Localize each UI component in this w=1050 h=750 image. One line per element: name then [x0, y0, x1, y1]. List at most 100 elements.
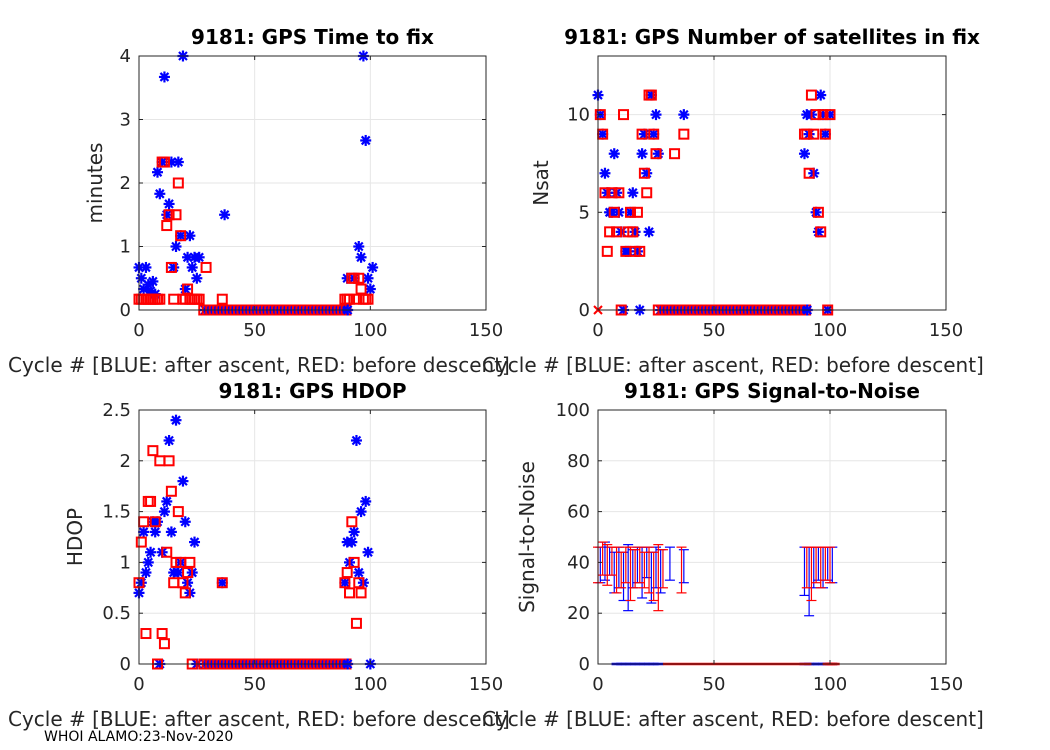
x-tick-label: 0: [592, 674, 603, 695]
point-after-ascent: [360, 134, 372, 146]
point-before-descent: [172, 177, 184, 189]
point-before-descent: [353, 272, 365, 284]
chart-title: 9181: GPS Time to fix: [191, 25, 434, 49]
y-tick-label: 20: [567, 603, 590, 624]
point-before-descent: [172, 506, 184, 518]
point-before-descent: [624, 206, 636, 218]
point-after-ascent: [360, 495, 372, 507]
point-after-ascent: [158, 506, 170, 518]
y-axis-label: HDOP: [63, 508, 87, 566]
point-before-descent: [631, 206, 643, 218]
point-before-descent: [145, 495, 157, 507]
point-before-descent: [163, 209, 175, 221]
x-axis-label: Cycle # [BLUE: after ascent, RED: before…: [8, 707, 510, 731]
y-tick-label: 2.5: [102, 400, 131, 421]
point-before-descent: [594, 109, 606, 121]
y-tick-label: 0.5: [102, 603, 131, 624]
point-after-ascent: [147, 275, 159, 287]
x-tick-label: 50: [243, 320, 266, 341]
x-tick-label: 150: [929, 320, 963, 341]
point-after-ascent: [348, 526, 360, 538]
point-before-descent: [604, 226, 616, 238]
plot-area: [139, 410, 486, 664]
point-before-descent: [179, 587, 191, 599]
point-before-descent: [346, 516, 358, 528]
point-before-descent: [344, 587, 356, 599]
point-after-ascent: [186, 261, 198, 273]
y-tick-label: 4: [120, 46, 131, 67]
point-before-descent: [175, 230, 187, 242]
y-tick-label: 2: [120, 451, 131, 472]
y-tick-label: 0: [120, 300, 131, 321]
point-after-ascent: [798, 148, 810, 160]
point-before-descent: [638, 167, 650, 179]
point-after-ascent: [678, 109, 690, 121]
point-before-descent: [156, 628, 168, 640]
point-before-descent: [177, 577, 189, 589]
point-after-ascent: [191, 272, 203, 284]
point-after-ascent: [170, 414, 182, 426]
point-after-ascent: [367, 261, 379, 273]
point-before-descent: [608, 206, 620, 218]
y-axis-label: Signal-to-Noise: [515, 461, 539, 613]
y-tick-label: 0: [579, 300, 590, 321]
point-after-ascent: [161, 495, 173, 507]
point-after-ascent: [177, 475, 189, 487]
point-before-descent: [817, 109, 829, 121]
chart-title: 9181: GPS Signal-to-Noise: [624, 379, 920, 403]
point-before-descent: [812, 206, 824, 218]
point-before-descent: [184, 556, 196, 568]
point-before-descent: [170, 209, 182, 221]
point-after-ascent: [172, 567, 184, 579]
point-after-ascent: [193, 251, 205, 263]
point-after-ascent: [179, 516, 191, 528]
point-before-descent: [669, 148, 681, 160]
point-after-ascent: [364, 283, 376, 295]
point-before-descent: [824, 109, 836, 121]
y-tick-label: 5: [579, 202, 590, 223]
point-before-descent: [154, 293, 166, 305]
x-tick-label: 50: [243, 674, 266, 695]
point-after-ascent: [627, 187, 639, 199]
point-before-descent: [350, 617, 362, 629]
point-before-descent: [810, 109, 822, 121]
x-axis-label: Cycle # [BLUE: after ascent, RED: before…: [482, 353, 984, 377]
point-after-ascent: [346, 536, 358, 548]
x-tick-label: 150: [469, 674, 503, 695]
point-before-descent: [158, 638, 170, 650]
point-before-descent: [140, 628, 152, 640]
y-tick-label: 10: [567, 105, 590, 126]
chart-panel-1: 0 50 100 150 0 1 2 3 4 9181: GPS Time to fix Cycle…: [8, 25, 510, 377]
x-tick-label: 0: [592, 320, 603, 341]
point-before-descent: [135, 536, 147, 548]
y-tick-label: 0: [120, 654, 131, 675]
chart-panel-4: 0 50 100 150 0 20 40 60 80 100 9181: GPS Signal-to…: [482, 379, 984, 731]
point-after-ascent: [355, 251, 367, 263]
point-before-descent: [344, 293, 356, 305]
point-after-ascent: [142, 556, 154, 568]
point-before-descent: [348, 556, 360, 568]
point-after-ascent: [170, 241, 182, 252]
point-before-descent: [161, 220, 173, 232]
data-layer: [133, 50, 379, 316]
point-before-descent: [193, 293, 205, 305]
y-tick-label: 1.5: [102, 502, 131, 523]
y-axis-label: Nsat: [529, 160, 553, 206]
point-before-descent: [601, 245, 613, 257]
point-before-descent: [803, 167, 815, 179]
x-tick-label: 100: [353, 674, 387, 695]
point-before-descent: [613, 187, 625, 199]
point-after-ascent: [362, 272, 374, 284]
point-before-descent: [355, 283, 367, 295]
point-before-descent: [645, 89, 657, 101]
point-after-ascent: [163, 434, 175, 446]
point-after-ascent: [184, 230, 196, 242]
axes-frame: [597, 55, 947, 311]
point-after-ascent: [353, 567, 365, 579]
point-before-descent: [650, 148, 662, 160]
point-before-descent: [182, 283, 194, 295]
point-after-ascent: [172, 156, 184, 168]
y-tick-label: 80: [567, 451, 590, 472]
